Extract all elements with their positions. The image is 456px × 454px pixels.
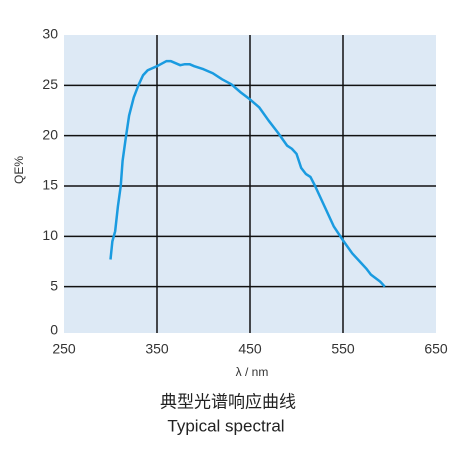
x-axis-label: λ / nm — [236, 365, 269, 379]
y-tick-label: 10 — [42, 227, 58, 243]
y-tick-label: 0 — [50, 322, 58, 338]
x-tick-label: 350 — [145, 341, 169, 357]
x-tick-label: 250 — [52, 341, 76, 357]
data-line — [109, 59, 386, 288]
y-tick-label: 20 — [42, 126, 58, 142]
y-tick-label: 15 — [42, 177, 58, 193]
x-tick-label: 550 — [331, 341, 355, 357]
y-axis-label: QE% — [12, 156, 26, 184]
caption: 典型光谱响应曲线 — [160, 392, 296, 411]
x-tick-label: 650 — [424, 341, 448, 357]
caption-en: Typical spectral — [167, 416, 284, 435]
y-tick-label: 5 — [50, 277, 58, 293]
y-tick-label: 30 — [42, 26, 58, 42]
x-tick-label: 450 — [238, 341, 262, 357]
y-tick-label: 25 — [42, 76, 58, 92]
